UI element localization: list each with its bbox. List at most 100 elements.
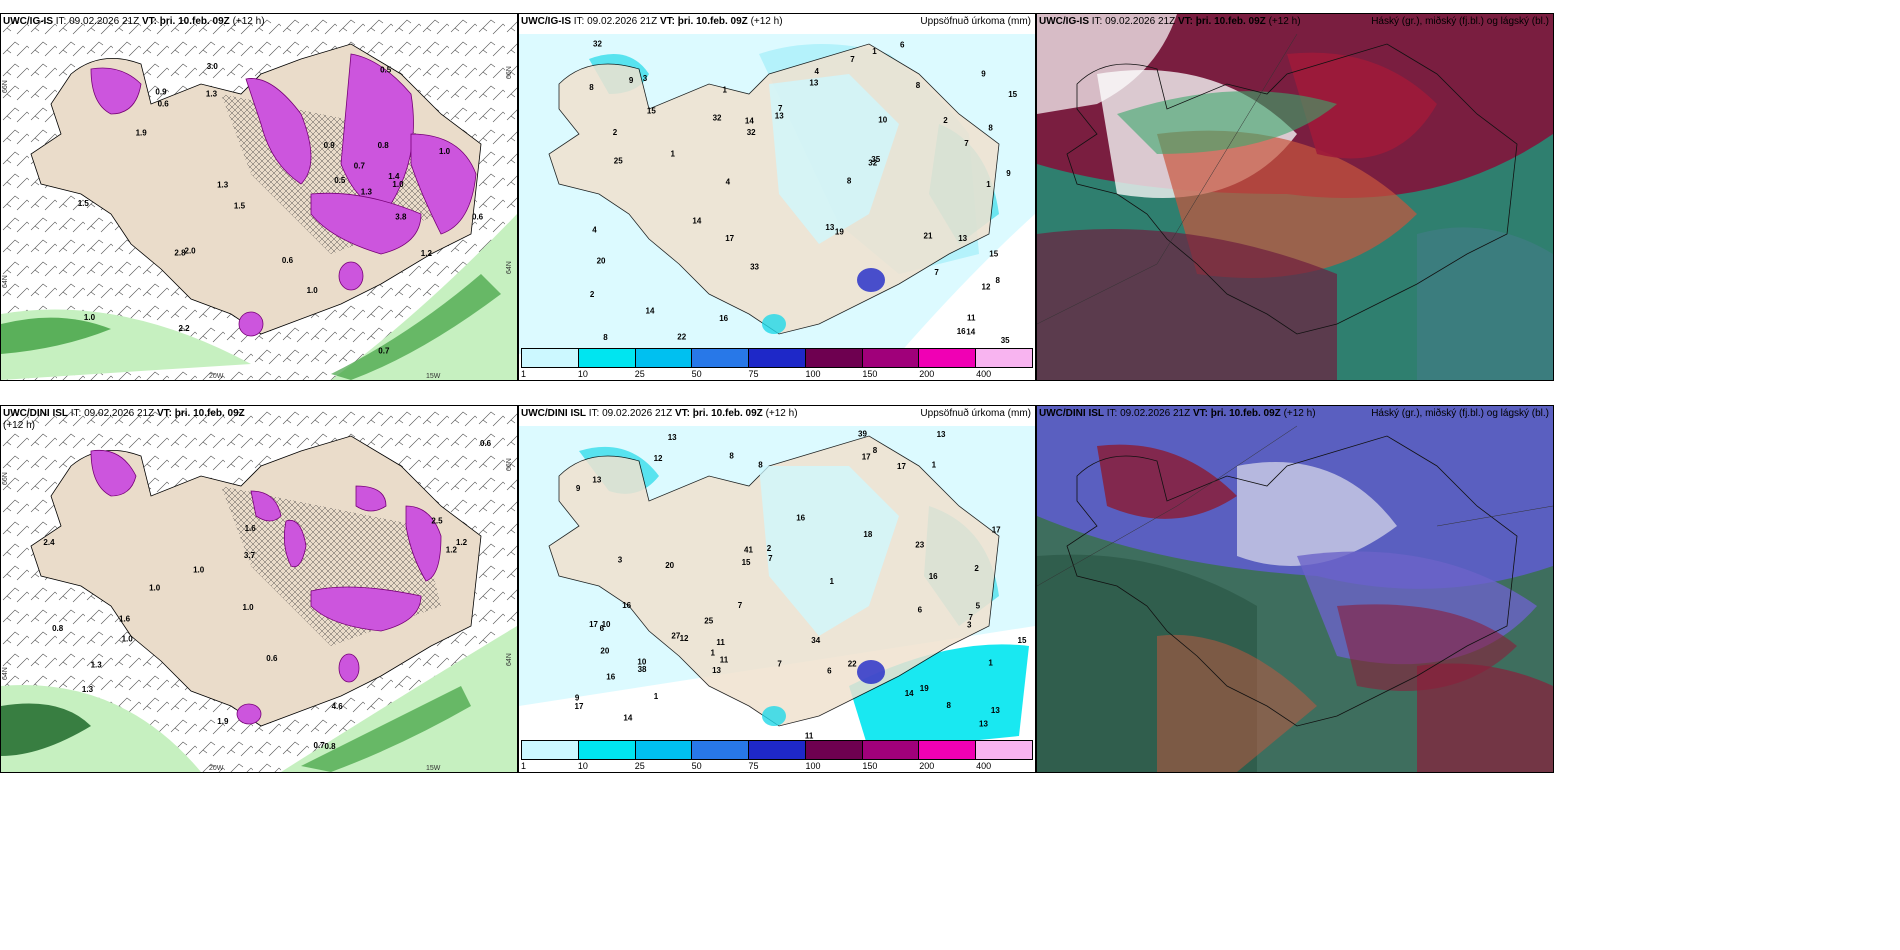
value-label: 14: [745, 117, 754, 126]
legend-swatch: [976, 349, 1033, 367]
value-label: 20: [597, 256, 606, 265]
legend-ticks: 1 10 25 50 75 100 150 200 400: [521, 760, 1033, 772]
legend-tick-label: 25: [634, 761, 645, 771]
panel-title: UWC/IG-IS IT: 09.02.2026 21Z VT: þri. 10…: [521, 16, 783, 27]
panel-title: UWC/IG-IS IT: 09.02.2026 21Z VT: þri. 10…: [3, 16, 265, 27]
wind-precip-map: 66N 66N 64N 64N 20W 15W 1.50.61.32.80.51…: [1, 14, 517, 380]
value-label: 1.5: [78, 199, 90, 208]
panel-field-label: Uppsöfnuð úrkoma (mm): [920, 408, 1031, 419]
legend-tick-label: 100: [805, 369, 821, 379]
value-label: 14: [905, 689, 914, 698]
svg-text:64N: 64N: [506, 261, 513, 274]
value-label: 0.6: [472, 213, 484, 222]
value-label: 0.8: [378, 141, 390, 150]
value-label: 2.4: [43, 538, 55, 547]
value-label: 23: [915, 540, 924, 549]
cloud-cover-map: [1037, 14, 1553, 380]
value-label: 4.6: [332, 702, 344, 711]
value-label: 5: [976, 601, 981, 610]
value-label: 9: [629, 76, 634, 85]
value-label: 18: [863, 530, 872, 539]
value-label: 10: [602, 620, 611, 629]
value-label: 1.9: [217, 717, 229, 726]
value-label: 3: [618, 556, 623, 565]
value-label: 1.0: [439, 147, 451, 156]
value-label: 1.0: [122, 634, 134, 643]
value-label: 21: [924, 231, 933, 240]
value-label: 1: [723, 86, 728, 95]
value-label: 8: [996, 276, 1001, 285]
value-label: 8: [847, 177, 852, 186]
legend-swatch: [522, 741, 579, 759]
value-label: 13: [958, 234, 967, 243]
value-label: 3: [967, 621, 972, 630]
value-label: 7: [768, 554, 773, 563]
value-label: 19: [835, 228, 844, 237]
value-label: 35: [1001, 336, 1010, 345]
value-label: 41: [744, 546, 753, 555]
value-label: 32: [747, 128, 756, 137]
precip-legend: 1 10 25 50 75 100 150 200 400: [521, 740, 1033, 772]
value-label: 1.2: [456, 538, 468, 547]
panel-ig-accum-precip: UWC/IG-IS IT: 09.02.2026 21Z VT: þri. 10…: [518, 13, 1036, 381]
value-label: 2.5: [431, 517, 443, 526]
legend-swatch: [919, 741, 977, 759]
value-label: 17: [725, 234, 734, 243]
value-label: 32: [713, 114, 722, 123]
value-label: 1.9: [136, 129, 148, 138]
legend-tick-label: 10: [577, 369, 588, 379]
iceland-outline: [548, 43, 1000, 335]
value-label: 7: [738, 601, 743, 610]
value-label: 9: [1006, 169, 1011, 178]
value-label: 0.6: [266, 654, 278, 663]
value-label: 1: [654, 692, 659, 701]
value-label: 0.7: [314, 741, 326, 750]
legend-ticks: 1 10 25 50 75 100 150 200 400: [521, 368, 1033, 380]
axis-labels: 66N 66N 64N 64N 20W 15W: [2, 66, 513, 380]
value-label: 0.5: [334, 176, 346, 185]
value-label: 1: [830, 577, 835, 586]
value-label: 0.8: [325, 742, 337, 751]
legend-tick-label: 200: [919, 369, 935, 379]
legend-swatch: [805, 741, 863, 759]
value-label: 32: [593, 40, 602, 49]
panel-field-label: Háský (gr.), miðský (fj.bl.) og lágský (…: [1371, 408, 1549, 419]
value-label: 16: [796, 513, 805, 522]
value-label: 8: [758, 461, 763, 470]
value-label: 4: [815, 67, 820, 76]
value-label: 17: [575, 702, 584, 711]
value-label: 17: [589, 620, 598, 629]
value-label: 2: [590, 290, 595, 299]
precip-value-labels: 1.5 0.6 1.3 2.8 0.5 1.4 0.6 0.8 1.9 0.9 2.0 1.0 1.0 1…: [78, 62, 484, 356]
value-label: 13: [668, 433, 677, 442]
value-label: 15: [1008, 90, 1017, 99]
panel-title: UWC/DINI ISL IT: 09.02.2026 21Z VT: þri.…: [1039, 408, 1316, 419]
accum-precip-map: 1111413212913891511151398207128361516471…: [519, 34, 1035, 354]
value-label: 12: [654, 454, 663, 463]
value-label: 15: [989, 249, 998, 258]
value-label: 11: [805, 732, 814, 741]
legend-swatch: [522, 349, 579, 367]
value-label: 22: [677, 333, 686, 342]
value-label: 17: [992, 526, 1001, 535]
legend-swatch: [919, 349, 977, 367]
value-label: 0.6: [480, 439, 492, 448]
panel-dini-wind-precip: UWC/DINI ISL IT: 09.02.2026 21Z VT: þri.…: [0, 405, 518, 773]
value-label: 8: [873, 446, 878, 455]
value-label: 3.7: [244, 551, 256, 560]
value-label: 1.2: [446, 546, 458, 555]
precip-value-labels: 1.0 0.6 2.4 1.0 1.9 1.0 1.3 3.7 1.6 1.3 0.6 1.6 0.7 2…: [43, 439, 491, 751]
value-label: 15: [1018, 636, 1027, 645]
value-label: 35: [871, 155, 880, 164]
value-label: 1.3: [91, 661, 103, 670]
panel-title: UWC/DINI ISL IT: 09.02.2026 21Z VT: þri.…: [521, 408, 798, 419]
value-label: 7: [777, 660, 782, 669]
value-label: 16: [929, 572, 938, 581]
legend-swatch: [692, 741, 750, 759]
value-label: 11: [967, 314, 976, 323]
legend-swatch: [578, 349, 636, 367]
panel-title: UWC/DINI ISL IT: 09.02.2026 21Z VT: þri.…: [3, 408, 245, 431]
value-label: 1.0: [149, 584, 161, 593]
legend-tick-label: 75: [748, 761, 759, 771]
